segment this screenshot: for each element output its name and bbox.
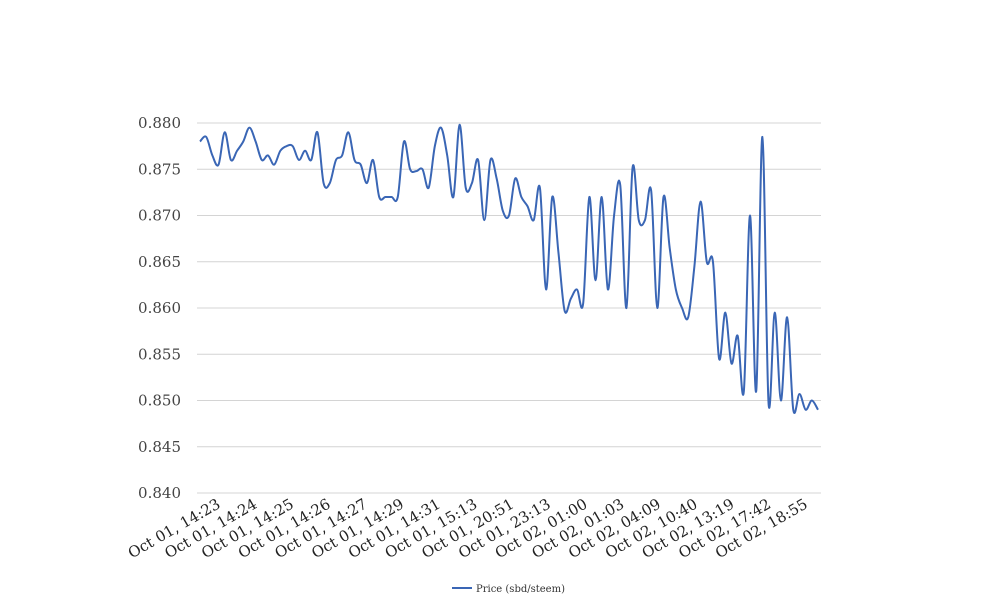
series-layer [199, 123, 819, 414]
y-axis-tick-labels: 0.840 0.845 0.850 0.855 0.860 0.865 0.870 0.875… [138, 114, 181, 502]
y-tick-label: 0.840 [138, 484, 181, 502]
y-tick-label: 0.870 [138, 207, 181, 225]
y-tick-label: 0.860 [138, 299, 181, 317]
y-tick-label: 0.875 [138, 160, 181, 178]
y-tick-label: 0.865 [138, 253, 181, 271]
legend: Price (sbd/steem) [452, 584, 565, 595]
series-line-price [199, 123, 819, 414]
y-tick-label: 0.850 [138, 392, 181, 410]
gridlines [197, 122, 821, 494]
y-tick-label: 0.880 [138, 114, 181, 132]
legend-label-price: Price (sbd/steem) [476, 584, 565, 595]
y-tick-label: 0.845 [138, 438, 181, 456]
y-tick-label: 0.855 [138, 345, 181, 363]
